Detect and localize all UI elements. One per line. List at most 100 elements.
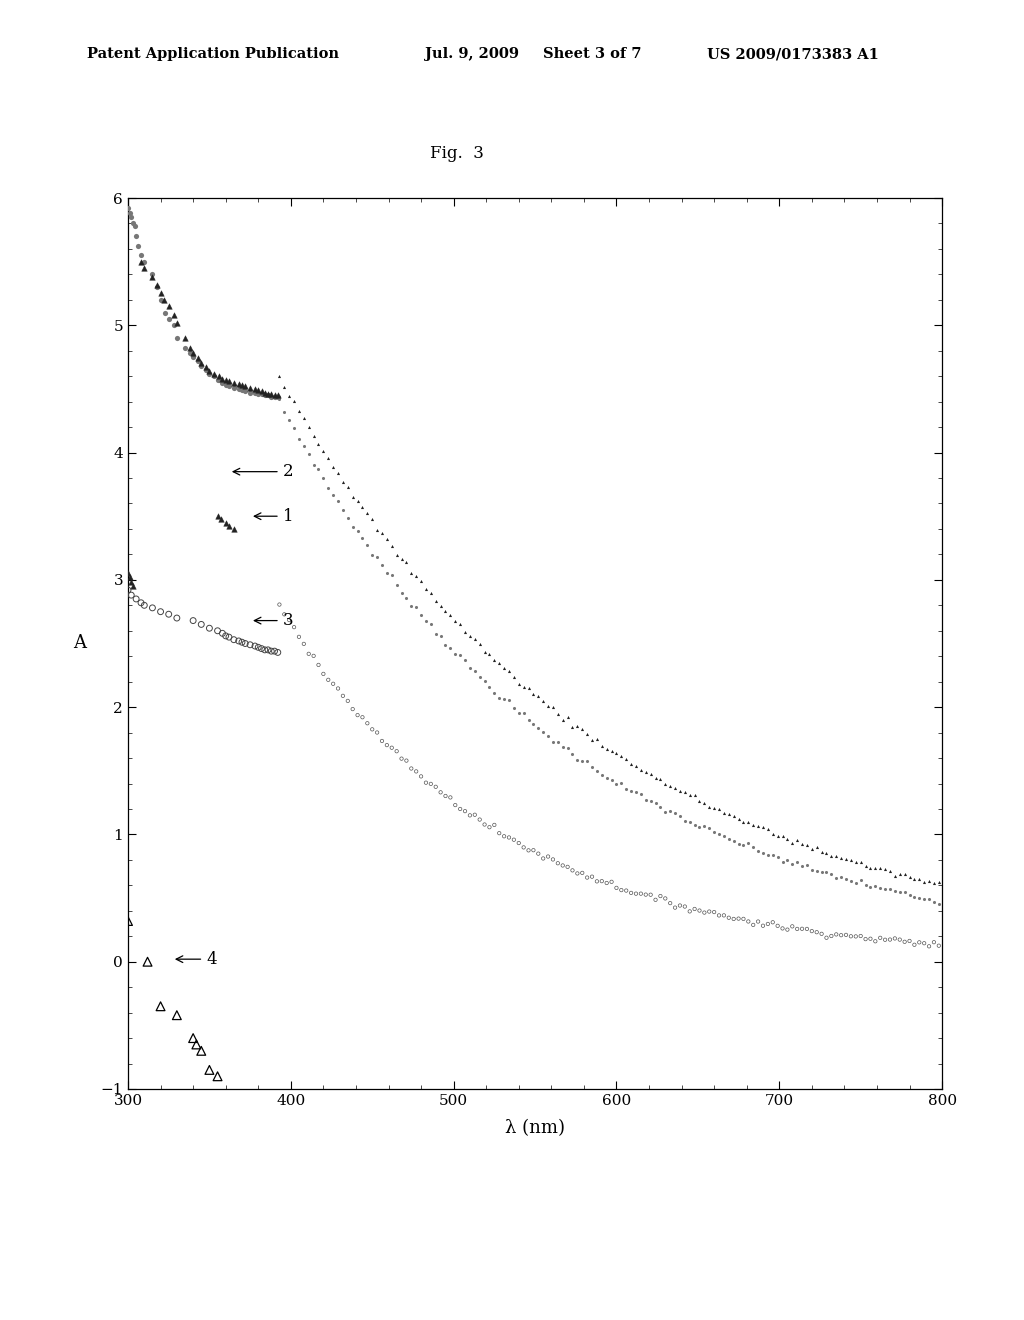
Point: [214, 368, 230, 389]
Point: [211, 366, 227, 387]
Point: [188, 1034, 205, 1055]
Point: [608, 742, 625, 763]
Point: [638, 789, 654, 810]
Point: [349, 491, 366, 512]
Point: [122, 566, 138, 587]
Point: [711, 904, 727, 925]
Point: [667, 898, 683, 919]
Point: [784, 916, 801, 937]
Point: [181, 338, 198, 359]
Point: [150, 276, 166, 297]
Point: [344, 698, 360, 719]
Point: [926, 891, 942, 912]
Point: [638, 884, 654, 906]
Point: [198, 359, 214, 380]
Point: [492, 652, 508, 673]
Point: [623, 780, 639, 801]
Point: [286, 391, 302, 412]
Point: [230, 631, 247, 652]
Point: [359, 713, 376, 734]
Point: [603, 741, 620, 762]
Point: [321, 447, 337, 469]
Point: [740, 810, 757, 832]
Point: [365, 508, 381, 529]
Point: [325, 673, 341, 694]
Point: [233, 375, 250, 396]
Point: [760, 913, 776, 935]
Point: [225, 378, 242, 399]
Point: [413, 570, 429, 591]
Text: 4: 4: [176, 950, 217, 968]
Point: [120, 579, 136, 601]
Point: [598, 739, 614, 760]
Point: [467, 660, 483, 681]
Point: [589, 729, 605, 750]
Point: [432, 595, 449, 616]
Point: [730, 808, 746, 829]
Point: [423, 774, 439, 795]
Point: [393, 748, 410, 770]
Point: [185, 610, 202, 631]
Point: [136, 251, 153, 272]
Point: [788, 830, 805, 851]
Point: [515, 837, 531, 858]
Point: [872, 927, 889, 948]
Point: [206, 366, 222, 387]
Point: [750, 841, 766, 862]
Point: [354, 496, 371, 517]
Point: [161, 296, 177, 317]
Point: [123, 585, 139, 606]
Point: [217, 626, 233, 647]
Point: [230, 374, 247, 395]
Point: [388, 741, 404, 762]
Point: [545, 697, 561, 718]
Point: [530, 717, 547, 738]
Point: [161, 309, 177, 330]
Point: [926, 932, 942, 953]
Point: [237, 634, 253, 655]
Point: [166, 314, 182, 335]
Point: [437, 785, 454, 807]
Point: [628, 883, 644, 904]
Point: [887, 928, 903, 949]
Point: [799, 919, 815, 940]
Point: [774, 917, 791, 939]
Point: [250, 636, 266, 657]
Point: [266, 384, 283, 405]
Point: [735, 908, 752, 929]
Point: [506, 697, 522, 718]
Point: [540, 726, 556, 747]
Point: [662, 800, 678, 821]
Point: [233, 632, 250, 653]
Point: [153, 601, 169, 622]
Point: [696, 816, 713, 837]
Point: [642, 763, 658, 784]
Point: [335, 471, 351, 492]
Point: [638, 762, 654, 783]
Point: [769, 825, 785, 846]
Point: [217, 370, 233, 391]
Point: [269, 642, 286, 663]
Point: [247, 383, 263, 404]
Point: [247, 635, 263, 656]
Point: [603, 770, 620, 791]
Point: [257, 383, 273, 404]
Point: [818, 862, 835, 883]
Point: [379, 528, 395, 549]
Point: [843, 925, 859, 946]
Point: [926, 873, 942, 894]
Point: [755, 842, 771, 863]
Point: [242, 634, 258, 655]
Point: [906, 935, 923, 956]
Point: [911, 869, 928, 890]
Point: [711, 799, 727, 820]
Point: [555, 709, 571, 730]
Point: [657, 801, 674, 822]
Point: [828, 924, 845, 945]
Point: [457, 649, 473, 671]
Point: [520, 677, 537, 698]
Point: [813, 923, 829, 944]
Point: [618, 748, 635, 770]
Point: [340, 477, 356, 498]
Point: [608, 774, 625, 795]
